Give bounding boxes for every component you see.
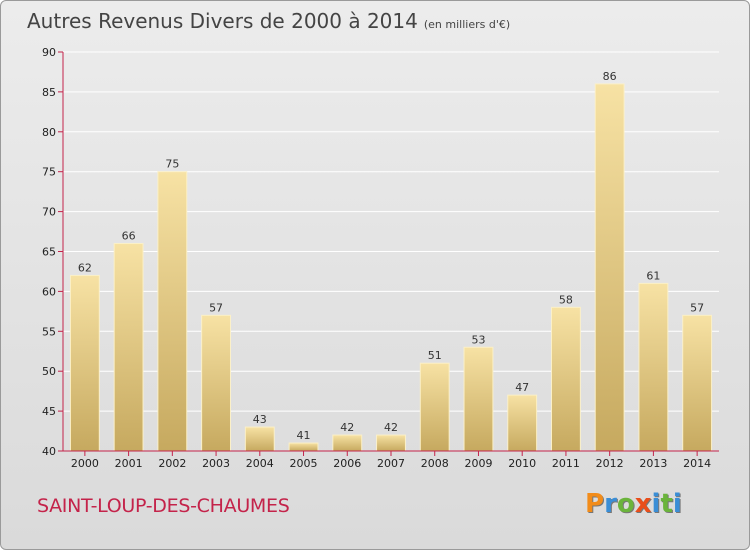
chart-title-unit: (en milliers d'€) [423,18,511,31]
x-tick-label: 2001 [115,457,143,470]
chart-title: Autres Revenus Divers de 2000 à 2014 (en … [27,9,510,33]
bar [551,306,581,452]
bar [157,171,188,452]
y-tick-label: 65 [42,246,56,259]
bar [419,362,450,452]
y-tick-label: 55 [42,325,56,338]
x-tick-label: 2007 [377,457,405,470]
logo-letter: i [672,489,682,519]
x-tick-label: 2002 [158,457,186,470]
y-tick-label: 60 [42,285,56,298]
bar [69,274,100,452]
x-tick-label: 2008 [421,457,449,470]
logo-letter: P [585,489,605,519]
y-tick-label: 90 [42,46,56,59]
logo-letter: i [651,489,661,519]
logo-letter: o [616,489,635,519]
x-tick-label: 2005 [290,457,318,470]
bar [507,394,538,452]
bar [288,442,319,452]
x-tick-label: 2006 [333,457,361,470]
x-tick-label: 2009 [464,457,492,470]
bar [113,243,144,452]
data-label: 43 [253,413,267,426]
data-label: 57 [209,301,223,314]
chart-title-main: Autres Revenus Divers de 2000 à 2014 [27,9,418,33]
y-tick-label: 70 [42,206,56,219]
bar [376,434,406,452]
data-label: 62 [78,261,92,274]
data-label: 58 [559,293,573,306]
data-label: 47 [515,381,529,394]
bar [594,83,625,452]
data-label: 53 [471,333,485,346]
x-tick-label: 2010 [508,457,536,470]
y-tick-label: 45 [42,405,56,418]
data-label: 42 [384,421,398,434]
bars [69,83,713,452]
bar [244,426,275,452]
proxiti-logo: Proxiti [585,489,682,519]
y-tick-label: 80 [42,126,56,139]
x-tick-label: 2014 [683,457,711,470]
data-label: 66 [122,230,136,243]
bar [463,346,494,452]
bar [638,282,669,452]
y-tick-label: 75 [42,166,56,179]
data-label: 57 [690,301,704,314]
bar [332,434,363,452]
logo-letter: r [604,489,617,519]
logo-letter: t [660,489,673,519]
y-tick-label: 50 [42,365,56,378]
y-tick-label: 85 [42,86,56,99]
data-label: 75 [165,158,179,171]
data-label: 86 [603,70,617,83]
y-tick-label: 40 [42,445,56,458]
bar [682,314,713,452]
x-tick-label: 2012 [596,457,624,470]
commune-name: SAINT-LOUP-DES-CHAUMES [37,495,290,517]
x-tick-label: 2004 [246,457,274,470]
x-tick-label: 2013 [639,457,667,470]
x-tick-label: 2011 [552,457,580,470]
logo-letter: x [634,489,652,519]
data-label: 42 [340,421,354,434]
axes [58,51,719,456]
data-label: 51 [428,349,442,362]
labels: 40 45 50 55 60 65 70 75 80 85 90 62 2000 66 2001 75 2002… [42,46,711,470]
data-label: 61 [646,269,660,282]
bar [201,314,231,452]
data-label: 41 [297,429,311,442]
x-tick-label: 2000 [71,457,99,470]
x-tick-label: 2003 [202,457,230,470]
